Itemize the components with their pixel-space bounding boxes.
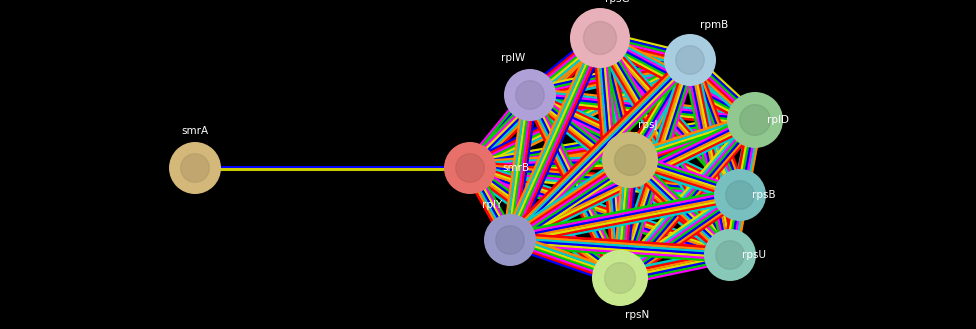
- Circle shape: [704, 229, 756, 281]
- Circle shape: [727, 92, 783, 148]
- Circle shape: [675, 46, 705, 74]
- Text: rpmB: rpmB: [700, 20, 728, 30]
- Text: rpsJ: rpsJ: [638, 120, 658, 130]
- Circle shape: [714, 169, 766, 221]
- Circle shape: [604, 263, 635, 293]
- Text: rpsG: rpsG: [605, 0, 630, 4]
- Text: rpsN: rpsN: [625, 310, 649, 320]
- Circle shape: [496, 226, 524, 254]
- Circle shape: [504, 69, 556, 121]
- Text: smrA: smrA: [182, 126, 209, 136]
- Circle shape: [444, 142, 496, 194]
- Circle shape: [584, 21, 617, 55]
- Text: rplW: rplW: [501, 53, 525, 63]
- Text: rpsU: rpsU: [742, 250, 766, 260]
- Circle shape: [169, 142, 221, 194]
- Circle shape: [615, 145, 645, 175]
- Circle shape: [664, 34, 716, 86]
- Text: rplY: rplY: [482, 200, 502, 210]
- Text: smrB: smrB: [502, 163, 529, 173]
- Circle shape: [181, 154, 209, 182]
- Circle shape: [456, 154, 484, 182]
- Circle shape: [726, 181, 754, 209]
- Circle shape: [515, 81, 545, 109]
- Circle shape: [715, 241, 745, 269]
- Circle shape: [484, 214, 536, 266]
- Circle shape: [602, 132, 658, 188]
- Circle shape: [570, 8, 630, 68]
- Text: rplD: rplD: [767, 115, 789, 125]
- Circle shape: [740, 105, 770, 136]
- Text: rpsB: rpsB: [752, 190, 776, 200]
- Circle shape: [592, 250, 648, 306]
